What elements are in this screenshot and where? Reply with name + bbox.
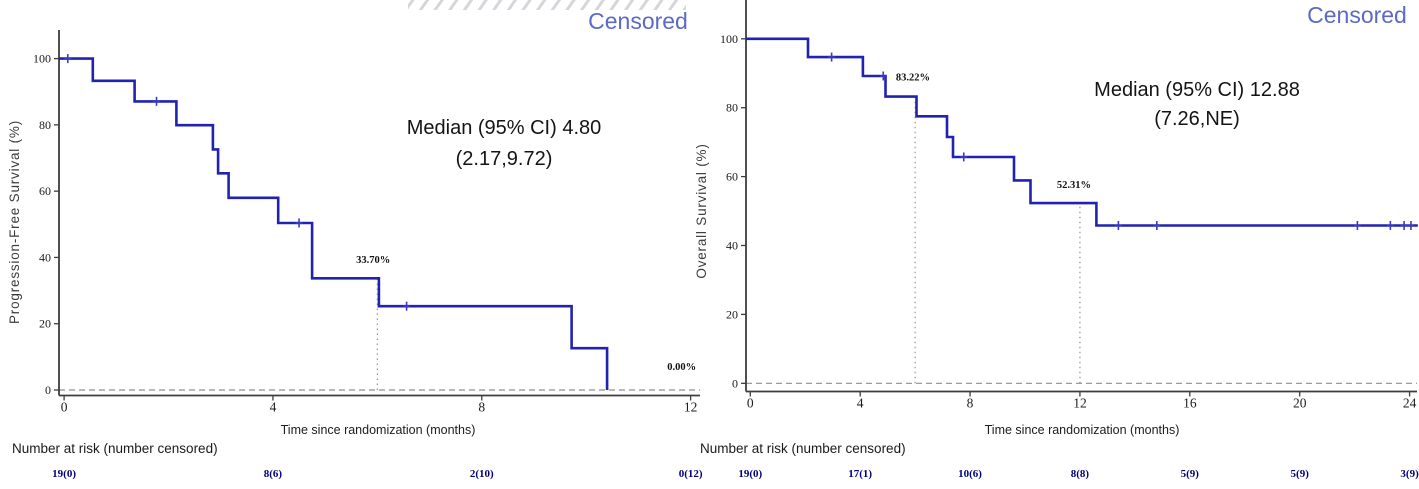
pfs-x-tick-label: 8 (478, 400, 485, 415)
pfs-y-tick-label: 60 (39, 184, 51, 198)
pfs-risk-count: 19(0) (52, 468, 76, 480)
os-y-axis-title: Overall Survival (%) (694, 143, 709, 279)
pfs-y-tick-label: 100 (33, 52, 51, 66)
os-risk-count: 10(6) (958, 468, 982, 480)
os-x-tick-label: 24 (1403, 396, 1417, 411)
os-x-tick-label: 16 (1183, 396, 1197, 411)
pfs-y-tick-label: 0 (45, 383, 51, 397)
pfs-y-tick-label: 80 (39, 118, 51, 132)
pfs-x-tick-label: 12 (684, 400, 698, 415)
hatch-artifact (408, 0, 686, 10)
pfs-x-tick-label: 0 (61, 400, 68, 415)
os-risk-count: 19(0) (738, 468, 762, 480)
pfs-risk-table-header: Number at risk (number censored) (12, 441, 218, 456)
os-risk-count: 17(1) (848, 468, 872, 480)
os-x-tick-label: 4 (857, 396, 864, 411)
pfs-y-axis-title: Progression-Free Survival (%) (7, 120, 22, 324)
pfs-risk-count: 0(12) (679, 468, 703, 480)
os-median-value: Median (95% CI) 12.88 (1094, 79, 1300, 101)
os-risk-count: 8(8) (1071, 468, 1090, 480)
pfs-y-tick-label: 20 (39, 317, 51, 331)
pfs-censored-legend: Censored (588, 8, 688, 34)
os-y-tick-label: 80 (726, 101, 738, 115)
pfs-km-curve (59, 57, 609, 390)
pfs-median-value: Median (95% CI) 4.80 (406, 117, 602, 139)
pfs-x-tick-label: 4 (270, 400, 277, 415)
os-km-curve (746, 37, 1418, 227)
pfs-risk-count: 2(10) (470, 468, 494, 480)
os-x-tick-label: 8 (967, 396, 974, 411)
os-y-tick-label: 40 (726, 239, 738, 253)
pfs-landmark-label: 0.00% (667, 362, 696, 373)
os-censored-legend: Censored (1307, 2, 1407, 28)
os-risk-count: 5(9) (1181, 468, 1200, 480)
os-landmark-label: 83.22% (896, 72, 930, 83)
os-x-tick-label: 20 (1293, 396, 1307, 411)
pfs-risk-count: 8(6) (264, 468, 283, 480)
os-x-tick-label: 12 (1073, 396, 1087, 411)
os-median-annotation: Median (95% CI) 12.88 (7.26,NE) (1072, 76, 1322, 134)
os-risk-count: 3(9) (1400, 468, 1419, 480)
pfs-median-annotation: Median (95% CI) 4.80 (2.17,9.72) (380, 113, 628, 175)
os-y-tick-label: 100 (720, 32, 738, 46)
pfs-median-ci: (2.17,9.72) (455, 148, 553, 170)
os-y-tick-label: 60 (726, 170, 738, 184)
os-y-tick-label: 20 (726, 307, 738, 321)
os-y-tick-label: 0 (732, 376, 738, 390)
pfs-landmark-label: 33.70% (356, 255, 390, 266)
pfs-y-tick-label: 40 (39, 250, 51, 264)
os-landmark-label: 52.31% (1057, 180, 1091, 191)
os-median-ci: (7.26,NE) (1154, 108, 1240, 130)
pfs-x-axis-title: Time since randomization (months) (280, 423, 476, 437)
os-risk-table-header: Number at risk (number censored) (700, 441, 906, 456)
os-x-axis-title: Time since randomization (months) (984, 423, 1180, 437)
os-risk-count: 5(9) (1291, 468, 1310, 480)
os-x-tick-label: 0 (747, 396, 754, 411)
